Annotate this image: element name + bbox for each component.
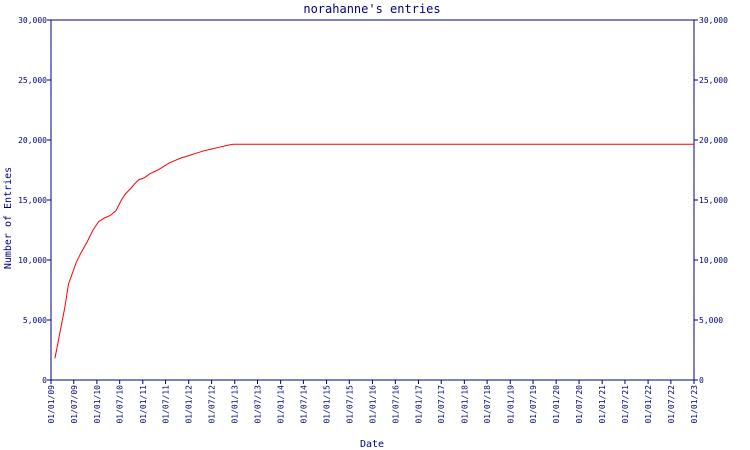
x-tick-label: 01/07/14 [299, 385, 308, 424]
x-tick-label: 01/01/13 [231, 385, 240, 424]
y-tick-label-right: 25,000 [699, 76, 728, 85]
x-tick-label: 01/01/18 [460, 385, 469, 424]
y-tick-label-left: 20,000 [18, 136, 47, 145]
x-tick-label: 01/07/12 [208, 385, 217, 424]
y-tick-label-right: 20,000 [699, 136, 728, 145]
y-tick-label-left: 15,000 [18, 196, 47, 205]
x-tick-label: 01/07/18 [483, 385, 492, 424]
plot-axes [50, 19, 695, 381]
x-tick-label: 01/01/17 [414, 385, 423, 424]
x-tick-label: 01/01/21 [598, 385, 607, 424]
x-tick-label: 01/07/16 [391, 385, 400, 424]
x-tick-label: 01/01/20 [552, 385, 561, 424]
x-tick-label: 01/07/15 [345, 385, 354, 424]
x-tick-label: 01/07/21 [621, 385, 630, 424]
x-tick-label: 01/07/22 [667, 385, 676, 424]
y-axis-ticks: 0 0 5,000 5,000 10,000 10,000 15,000 15,000 20,0… [18, 16, 728, 385]
y-tick-label-right: 0 [699, 376, 704, 385]
x-tick-label: 01/07/17 [437, 385, 446, 424]
series-line-entries [54, 143, 694, 359]
y-tick-label-left: 25,000 [18, 76, 47, 85]
x-tick-label: 01/07/19 [529, 385, 538, 424]
x-tick-label: 01/07/13 [253, 385, 262, 424]
x-tick-label: 01/01/22 [644, 385, 653, 424]
x-tick-label: 01/07/09 [70, 385, 79, 424]
chart-title: norahanne's entries [303, 2, 440, 16]
x-tick-label: 01/07/20 [575, 385, 584, 424]
y-tick-label-left: 0 [42, 376, 47, 385]
x-tick-label: 01/07/10 [116, 385, 125, 424]
series-layer [54, 143, 694, 359]
y-tick-label-left: 30,000 [18, 16, 47, 25]
y-tick-label-left: 10,000 [18, 256, 47, 265]
x-tick-label: 01/07/11 [162, 385, 171, 424]
y-tick-label-right: 5,000 [699, 316, 723, 325]
x-tick-label: 01/01/16 [368, 385, 377, 424]
x-tick-label: 01/01/19 [506, 385, 515, 424]
y-tick-label-right: 30,000 [699, 16, 728, 25]
y-axis-label: Number of Entries [3, 167, 14, 269]
y-tick-label-right: 15,000 [699, 196, 728, 205]
y-tick-label-right: 10,000 [699, 256, 728, 265]
plot-frame [50, 19, 695, 381]
x-tick-label: 01/01/09 [47, 385, 56, 424]
x-tick-label: 01/01/15 [323, 385, 332, 424]
x-tick-label: 01/01/10 [93, 385, 102, 424]
x-tick-label: 01/01/23 [690, 385, 699, 424]
x-tick-label: 01/01/14 [277, 385, 286, 424]
x-axis-label: Date [360, 439, 384, 450]
y-tick-label-left: 5,000 [23, 316, 47, 325]
x-axis-ticks: 01/01/09 01/07/09 01/01/10 01/07/10 01/01/11… [47, 380, 699, 424]
x-tick-label: 01/01/11 [139, 385, 148, 424]
x-tick-label: 01/01/12 [185, 385, 194, 424]
